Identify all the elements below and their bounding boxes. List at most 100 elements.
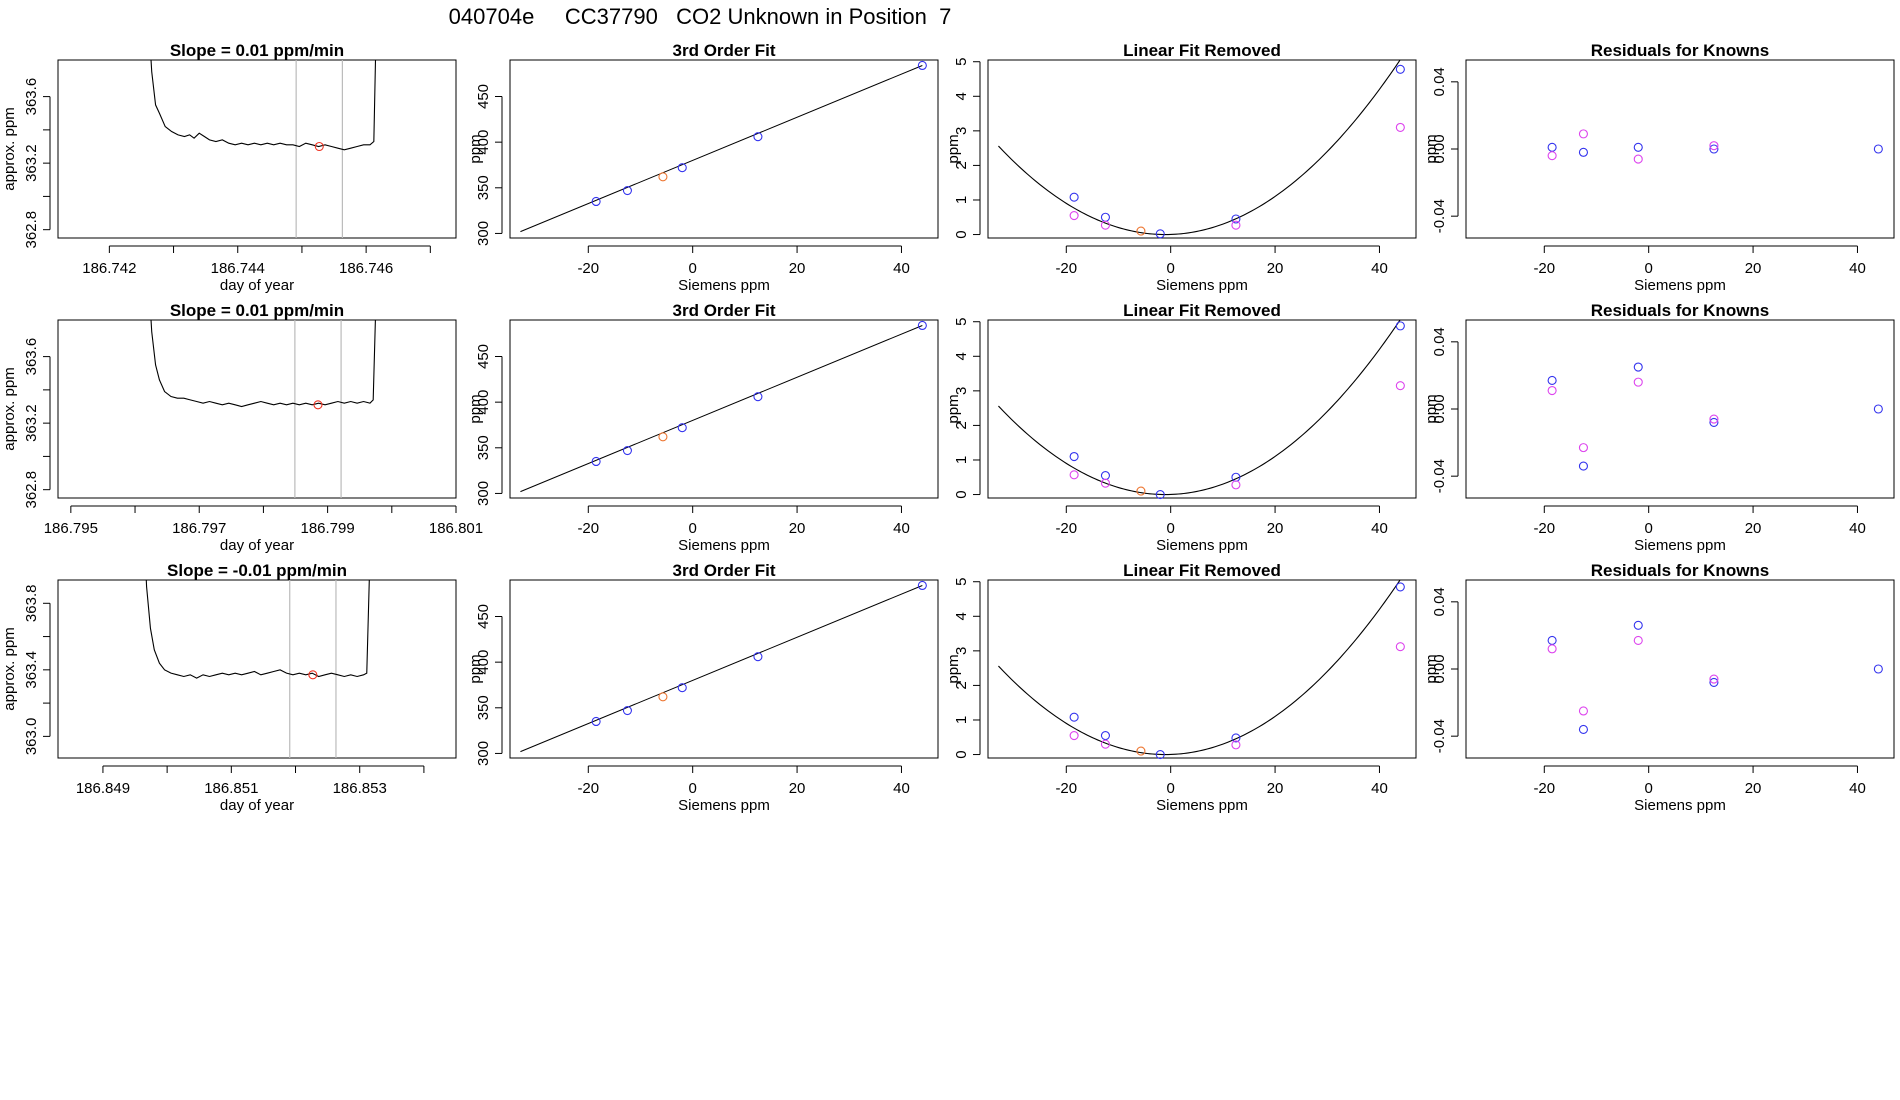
y-tick-label: 0 — [953, 490, 970, 498]
unknown-point — [313, 400, 323, 410]
y-tick-label: 0.00 — [1431, 394, 1448, 423]
known-point — [677, 683, 687, 693]
plot-frame — [57, 579, 457, 759]
chart-title: Linear Fit Removed — [1123, 561, 1281, 580]
y-tick-label: 1 — [953, 716, 970, 724]
x-axis-label: day of year — [220, 797, 294, 814]
y-tick-label: 450 — [475, 84, 492, 109]
plot-frame — [57, 59, 457, 239]
x-tick-label: 20 — [789, 780, 806, 797]
known-point — [917, 580, 927, 591]
plot-frame — [57, 319, 457, 499]
x-tick-label: 186.801 — [429, 520, 483, 537]
x-tick-label: 186.799 — [300, 520, 354, 537]
fit-line — [520, 585, 923, 753]
unknown-point — [308, 670, 318, 680]
trace-line — [150, 60, 377, 151]
residual-point — [1709, 414, 1719, 424]
known-point — [591, 456, 601, 467]
y-axis-label: ppm — [945, 394, 962, 423]
y-axis-label: ppm — [1423, 394, 1440, 423]
y-tick-label: 363.2 — [23, 404, 40, 442]
chart-title: Slope = 0.01 ppm/min — [170, 301, 344, 320]
residual-point — [1578, 706, 1588, 716]
chart-title: Residuals for Knowns — [1591, 41, 1770, 60]
unknown-point — [658, 172, 668, 182]
known-point — [1155, 749, 1165, 760]
x-tick-label: 0 — [1167, 260, 1175, 277]
y-tick-label: 350 — [475, 695, 492, 720]
fit-curve — [998, 320, 1401, 496]
x-tick-label: 0 — [689, 520, 697, 537]
y-tick-label: 0.04 — [1431, 67, 1448, 96]
residual-point — [1231, 740, 1241, 750]
y-tick-label: 363.4 — [23, 651, 40, 689]
y-tick-label: 363.6 — [23, 78, 40, 116]
x-tick-label: 0 — [689, 780, 697, 797]
residual-point — [1395, 381, 1405, 391]
unknown-point — [314, 141, 324, 152]
y-tick-label: 350 — [475, 175, 492, 200]
y-tick-label: 1 — [953, 196, 970, 204]
known-point — [622, 705, 632, 716]
residual-point — [1633, 377, 1643, 387]
known-point — [1100, 212, 1110, 222]
fit-line — [520, 65, 923, 233]
x-tick-label: 186.746 — [339, 260, 393, 277]
x-tick-label: 20 — [1745, 780, 1762, 797]
known-point — [1873, 404, 1883, 414]
x-tick-label: 40 — [1849, 520, 1866, 537]
y-tick-label: 3 — [953, 127, 970, 135]
x-tick-label: 40 — [1371, 780, 1388, 797]
x-axis-label: Siemens ppm — [1634, 277, 1726, 294]
known-point — [1069, 192, 1079, 202]
trace-line — [145, 580, 370, 679]
known-point — [1873, 664, 1883, 674]
known-point — [1069, 451, 1079, 462]
known-point — [1633, 142, 1643, 152]
y-axis-label: ppm — [467, 394, 484, 423]
residual-point — [1547, 151, 1557, 161]
residual-point — [1395, 122, 1405, 132]
residual-point — [1069, 470, 1079, 480]
y-tick-label: 0.04 — [1431, 327, 1448, 356]
residual-point — [1100, 739, 1110, 749]
y-tick-label: 300 — [475, 741, 492, 766]
y-tick-label: -0.04 — [1431, 199, 1448, 233]
x-tick-label: 0 — [1645, 260, 1653, 277]
known-point — [1547, 635, 1557, 646]
x-tick-label: 40 — [1371, 260, 1388, 277]
known-point — [1547, 142, 1557, 152]
x-tick-label: 40 — [893, 520, 910, 537]
plot-frame — [987, 59, 1417, 239]
x-tick-label: 0 — [1167, 780, 1175, 797]
x-tick-label: 186.853 — [333, 780, 387, 797]
x-tick-label: -20 — [1055, 520, 1077, 537]
x-axis-label: Siemens ppm — [1156, 277, 1248, 294]
x-tick-label: 40 — [1371, 520, 1388, 537]
page-title: 040704e CC37790 CO2 Unknown in Position … — [449, 4, 952, 29]
plot-frame — [987, 319, 1417, 499]
known-point — [1395, 582, 1405, 592]
residual-point — [1547, 644, 1557, 654]
known-point — [1709, 417, 1719, 427]
fit-curve — [998, 60, 1401, 236]
known-point — [1100, 470, 1110, 481]
y-tick-label: 400 — [475, 130, 492, 155]
chart-title: Slope = 0.01 ppm/min — [170, 41, 344, 60]
x-tick-label: 186.851 — [204, 780, 258, 797]
y-tick-label: 4 — [953, 612, 970, 620]
chart-title: 3rd Order Fit — [673, 561, 776, 580]
residual-point — [1231, 220, 1241, 230]
plot-frame — [1465, 59, 1895, 239]
residual-point — [1231, 480, 1241, 490]
chart-title: Residuals for Knowns — [1591, 561, 1770, 580]
y-axis-label: approx. ppm — [1, 367, 18, 450]
y-tick-label: 2 — [953, 161, 970, 169]
known-point — [753, 652, 763, 662]
unknown-point — [1136, 226, 1146, 236]
x-tick-label: 20 — [1267, 260, 1284, 277]
known-point — [622, 445, 632, 456]
chart-title: Residuals for Knowns — [1591, 301, 1770, 320]
